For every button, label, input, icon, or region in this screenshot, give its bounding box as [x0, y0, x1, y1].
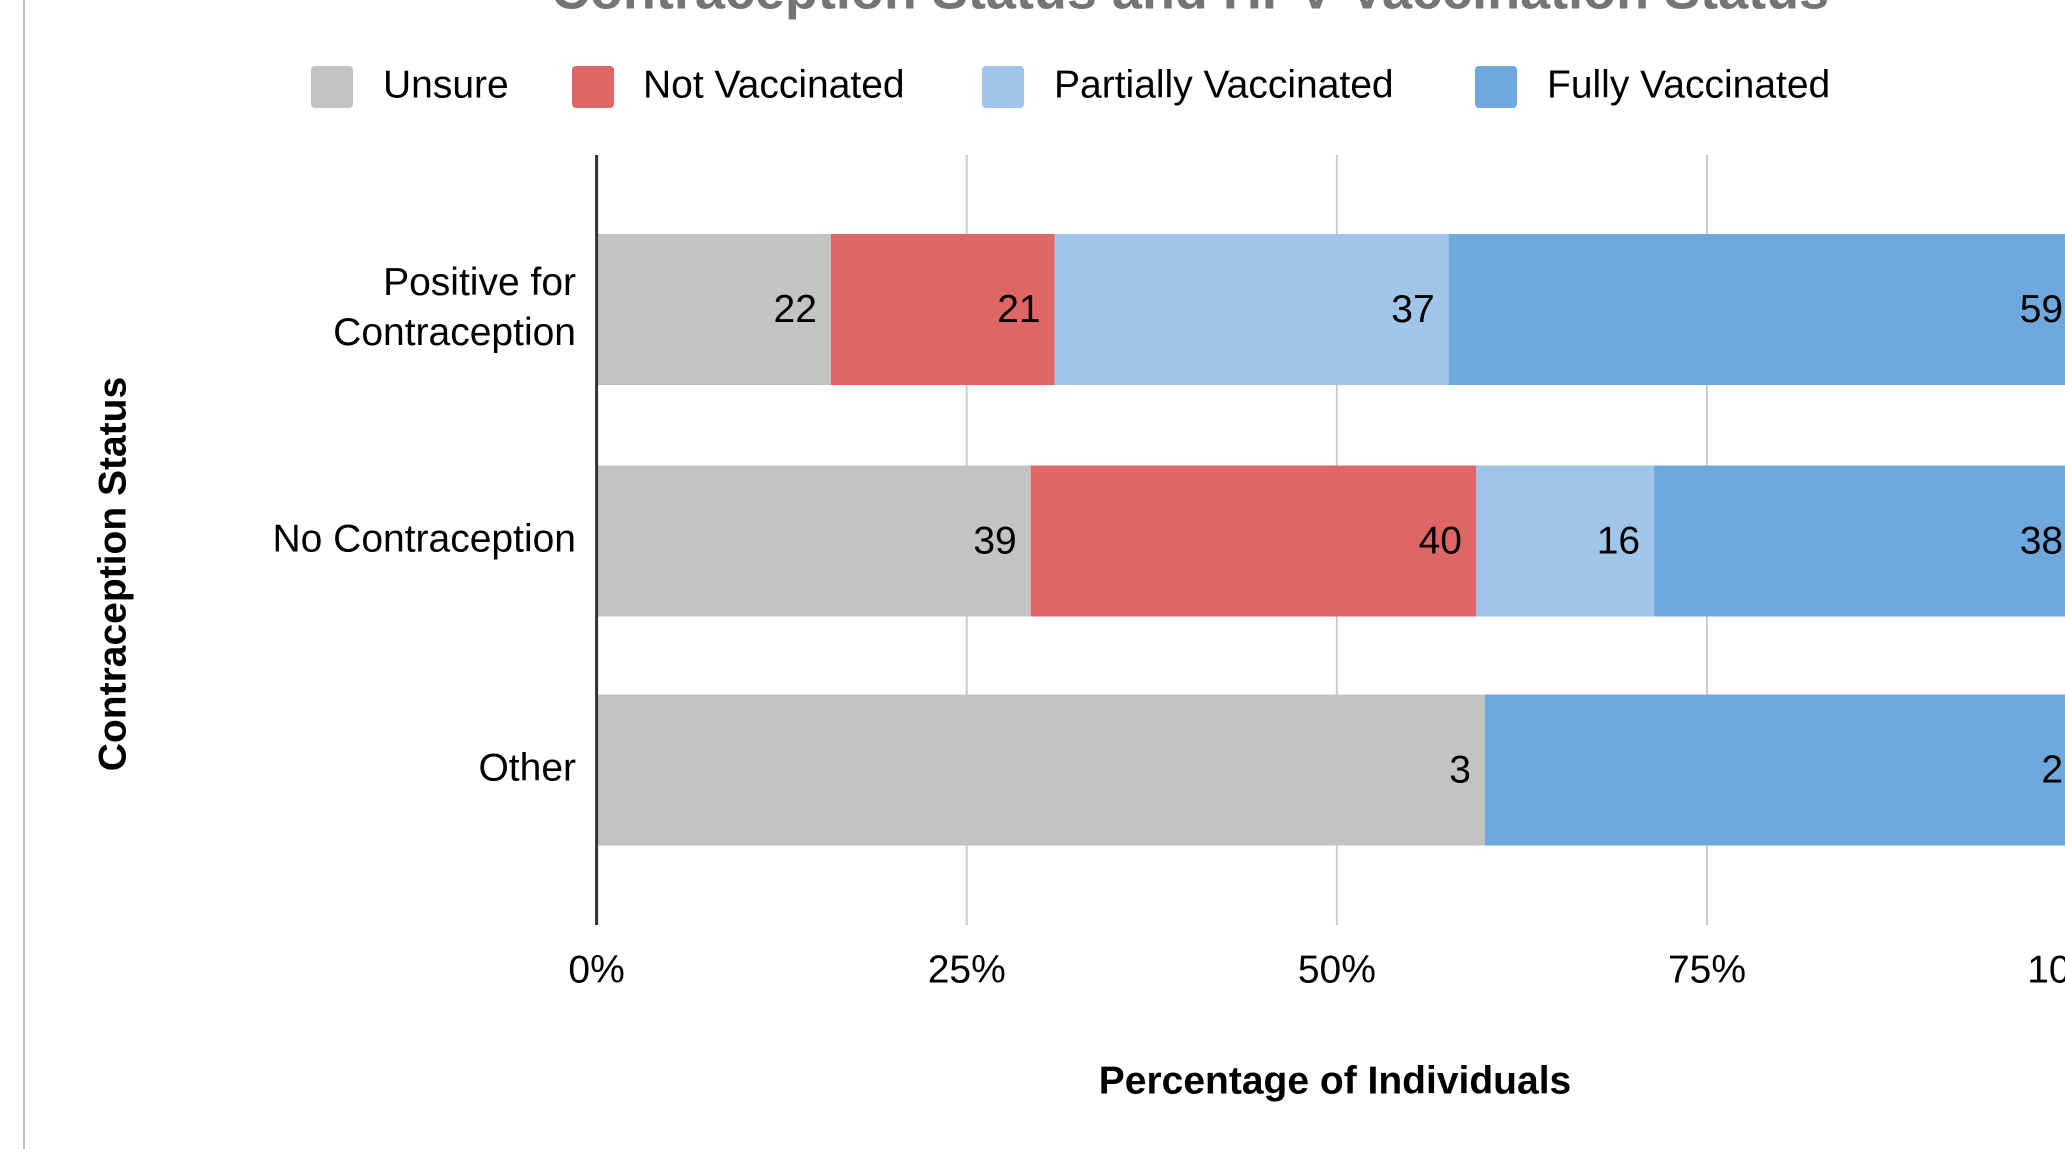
x-axis-title: Percentage of Individuals [1099, 1059, 1571, 1102]
legend-label: Not Vaccinated [643, 63, 905, 106]
data-label: 21 [997, 288, 1040, 331]
bar-segment [596, 234, 831, 385]
bar-segment [596, 694, 1485, 846]
y-tick-label: Contraception [333, 311, 576, 354]
y-tick-label: Positive for [383, 261, 576, 304]
x-tick-label: 50% [1298, 948, 1376, 991]
data-label: 2 [2041, 748, 2063, 791]
x-tick-label: 100% [2027, 948, 2065, 991]
y-axis-title: Contraception Status [91, 377, 134, 771]
y-tick-label: No Contraception [272, 517, 576, 560]
bar-segment [1484, 694, 2065, 846]
bar-segment [1054, 234, 1449, 385]
data-label: 37 [1391, 288, 1434, 331]
bar-segment [1030, 465, 1476, 617]
legend-label: Unsure [383, 63, 509, 106]
legend-label: Fully Vaccinated [1547, 63, 1830, 106]
data-label: 39 [973, 519, 1016, 562]
bar-segment [830, 234, 1055, 385]
data-label: 38 [2020, 519, 2063, 562]
y-tick-label: Other [478, 746, 576, 789]
data-label: 59 [2020, 288, 2063, 331]
bar-segment [596, 465, 1031, 617]
legend-swatch [1475, 66, 1517, 108]
legend-swatch [311, 66, 353, 108]
bar-segment [1654, 465, 2065, 617]
legend-label: Partially Vaccinated [1054, 63, 1394, 106]
x-tick-label: 25% [928, 948, 1006, 991]
bar-segment [1448, 234, 2065, 385]
legend-swatch [572, 66, 614, 108]
bar-segment [1475, 465, 1655, 617]
data-label: 40 [1419, 519, 1462, 562]
chart-title: Contraception Status and HPV Vaccination… [551, 0, 1829, 20]
data-label: 3 [1449, 748, 1471, 791]
data-label: 16 [1597, 519, 1640, 562]
x-tick-label: 0% [568, 948, 624, 991]
data-label: 22 [774, 288, 817, 331]
legend-swatch [982, 66, 1024, 108]
x-tick-label: 75% [1668, 948, 1746, 991]
